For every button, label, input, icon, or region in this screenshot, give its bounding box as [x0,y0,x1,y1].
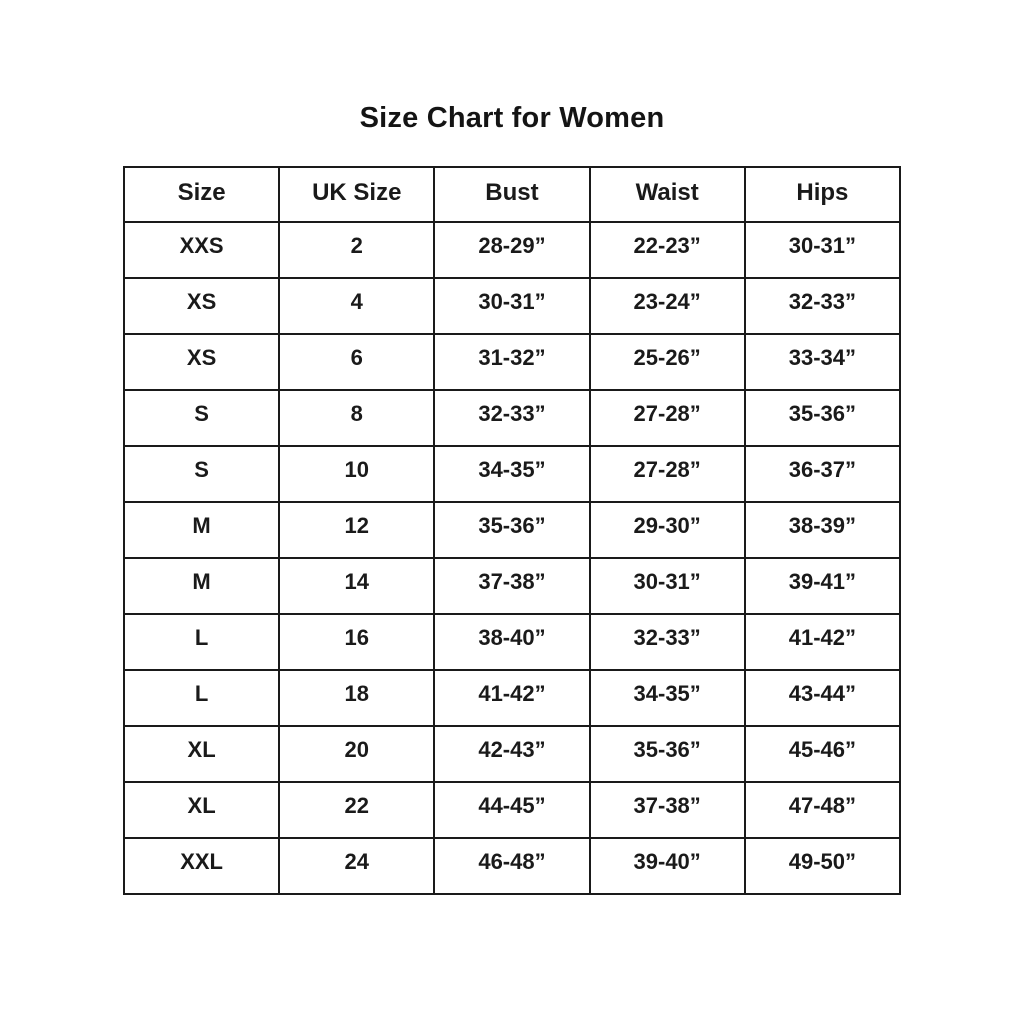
table-cell: 41-42” [433,669,591,727]
column-header-hips: Hips [743,166,902,223]
table-cell: 37-38” [433,557,591,615]
table-cell: L [122,613,281,671]
table-cell: XXL [122,837,281,895]
table-cell: S [122,389,281,447]
table-header: Size UK Size Bust Waist Hips [122,166,902,223]
table-row: M 12 35-36” 29-30” 38-39” [122,501,902,559]
table-row: XXL 24 46-48” 39-40” 49-50” [122,837,902,895]
table-cell: 43-44” [743,669,902,727]
table-row: S 8 32-33” 27-28” 35-36” [122,389,902,447]
table-cell: 30-31” [433,277,591,335]
table-cell: 25-26” [588,333,746,391]
header-row: Size UK Size Bust Waist Hips [122,166,902,223]
table-cell: 4 [278,277,436,335]
table-body: XXS 2 28-29” 22-23” 30-31” XS 4 30-31” 23-24” 32-… [122,221,902,895]
size-chart-table: Size UK Size Bust Waist Hips XXS 2 28-29” 2… [122,166,902,895]
table-row: XS 4 30-31” 23-24” 32-33” [122,277,902,335]
table-cell: 30-31” [743,221,902,279]
table-cell: S [122,445,281,503]
table-cell: 18 [278,669,436,727]
table-cell: 45-46” [743,725,902,783]
table-cell: 34-35” [588,669,746,727]
table-cell: 22 [278,781,436,839]
table-cell: 42-43” [433,725,591,783]
table-cell: XL [122,725,281,783]
table-cell: 35-36” [588,725,746,783]
table-cell: 32-33” [433,389,591,447]
table-cell: 20 [278,725,436,783]
table-cell: 39-40” [588,837,746,895]
column-header-uk-size: UK Size [278,166,436,223]
column-header-waist: Waist [588,166,746,223]
table-cell: XXS [122,221,281,279]
table-cell: 44-45” [433,781,591,839]
table-cell: M [122,557,281,615]
table-cell: 29-30” [588,501,746,559]
table-cell: 6 [278,333,436,391]
table-cell: 32-33” [743,277,902,335]
column-header-bust: Bust [433,166,591,223]
table-cell: 41-42” [743,613,902,671]
table-cell: 16 [278,613,436,671]
table-row: L 18 41-42” 34-35” 43-44” [122,669,902,727]
table-row: M 14 37-38” 30-31” 39-41” [122,557,902,615]
table-cell: 31-32” [433,333,591,391]
table-cell: 27-28” [588,445,746,503]
table-cell: 2 [278,221,436,279]
table-cell: 24 [278,837,436,895]
table-row: L 16 38-40” 32-33” 41-42” [122,613,902,671]
table-cell: XS [122,333,281,391]
table-cell: 38-39” [743,501,902,559]
table-cell: 28-29” [433,221,591,279]
table-cell: 35-36” [433,501,591,559]
table-cell: 27-28” [588,389,746,447]
table-cell: 47-48” [743,781,902,839]
table-cell: L [122,669,281,727]
table-cell: 23-24” [588,277,746,335]
table-row: S 10 34-35” 27-28” 36-37” [122,445,902,503]
table-row: XXS 2 28-29” 22-23” 30-31” [122,221,902,279]
table-cell: XS [122,277,281,335]
table-cell: 10 [278,445,436,503]
page-title: Size Chart for Women [359,102,665,134]
table-cell: 32-33” [588,613,746,671]
table-cell: 35-36” [743,389,902,447]
table-row: XL 20 42-43” 35-36” 45-46” [122,725,902,783]
table-cell: 38-40” [433,613,591,671]
table-row: XS 6 31-32” 25-26” 33-34” [122,333,902,391]
table-cell: 12 [278,501,436,559]
table-cell: 14 [278,557,436,615]
column-header-size: Size [122,166,281,223]
table-cell: 34-35” [433,445,591,503]
table-cell: 30-31” [588,557,746,615]
table-cell: M [122,501,281,559]
table-cell: 49-50” [743,837,902,895]
table-cell: 39-41” [743,557,902,615]
table-cell: XL [122,781,281,839]
table-row: XL 22 44-45” 37-38” 47-48” [122,781,902,839]
table-cell: 46-48” [433,837,591,895]
table-cell: 36-37” [743,445,902,503]
table-cell: 33-34” [743,333,902,391]
table-cell: 8 [278,389,436,447]
table-cell: 22-23” [588,221,746,279]
table-cell: 37-38” [588,781,746,839]
